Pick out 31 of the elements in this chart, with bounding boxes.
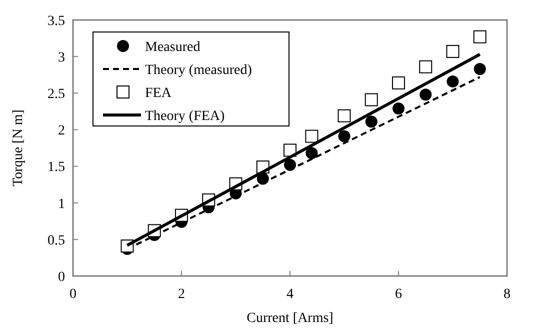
- x-tick-label: 2: [178, 287, 185, 302]
- y-tick-label: 1.5: [48, 160, 65, 176]
- x-axis-title: Current [Arms]: [246, 311, 334, 326]
- point: [473, 30, 486, 44]
- point: [365, 116, 378, 128]
- y-tick-label: 0: [58, 270, 65, 285]
- y-axis-title: Torque [N m]: [11, 110, 26, 186]
- x-tick-label: 8: [504, 287, 510, 302]
- point: [364, 93, 378, 106]
- y-tick-label: 2: [58, 124, 65, 139]
- point: [419, 60, 432, 74]
- point: [420, 88, 432, 101]
- y-tick-label: 2.5: [48, 87, 65, 102]
- x-tick-label: 0: [70, 287, 76, 302]
- legend-label: Measured: [145, 40, 200, 55]
- point: [474, 63, 486, 76]
- legend-label: Theory (measured): [145, 62, 252, 78]
- y-tick-label: 1: [58, 196, 65, 212]
- point: [446, 75, 459, 88]
- x-tick-label: 6: [395, 287, 402, 302]
- x-tick-label: 4: [286, 287, 294, 302]
- point: [338, 109, 351, 122]
- legend-label: FEA: [145, 86, 172, 101]
- y-tick-label: 3: [58, 50, 65, 66]
- y-tick-label: 3.5: [48, 14, 65, 29]
- point: [306, 147, 318, 160]
- point: [338, 130, 350, 142]
- y-tick-label: 0.5: [48, 233, 65, 248]
- point: [446, 44, 460, 58]
- point: [392, 102, 404, 115]
- legend-label: Theory (FEA): [145, 108, 226, 124]
